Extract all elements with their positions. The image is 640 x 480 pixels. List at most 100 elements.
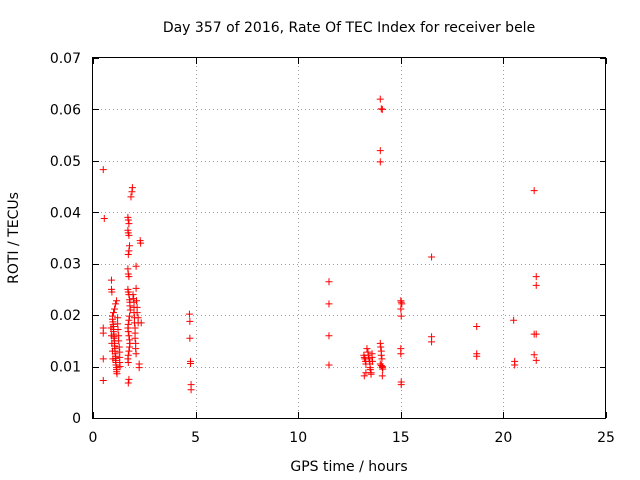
y-tick-label: 0.04 [50, 205, 81, 221]
x-tick-label: 20 [494, 430, 512, 446]
data-points [99, 95, 540, 394]
data-point [107, 332, 115, 340]
data-point [137, 319, 145, 327]
data-point [377, 105, 385, 113]
data-point [99, 376, 107, 384]
data-point [379, 365, 387, 373]
data-point [366, 366, 374, 374]
data-point [397, 305, 405, 313]
data-point [377, 351, 385, 359]
x-tick-label: 5 [191, 430, 200, 446]
data-point [133, 309, 141, 317]
data-point [378, 355, 386, 363]
data-point [128, 184, 136, 192]
plot-frame [92, 57, 606, 419]
data-point [109, 355, 117, 363]
data-point [108, 339, 116, 347]
data-point [428, 253, 436, 261]
data-point [113, 297, 121, 305]
y-tick-label: 0.05 [50, 154, 81, 170]
data-point [126, 306, 134, 314]
x-tick-label: 10 [289, 430, 307, 446]
data-point [124, 358, 132, 366]
data-point [376, 147, 384, 155]
data-point [532, 281, 540, 289]
data-point [367, 370, 375, 378]
data-point [111, 305, 119, 313]
data-point [532, 356, 540, 364]
data-point [124, 328, 132, 336]
data-point [132, 350, 140, 358]
data-point [186, 334, 194, 342]
data-point [133, 297, 141, 305]
chart-title: Day 357 of 2016, Rate Of TEC Index for r… [163, 20, 535, 36]
data-point [131, 334, 139, 342]
y-tick-label: 0.06 [50, 102, 81, 118]
data-point [124, 379, 132, 387]
data-point [125, 273, 133, 281]
data-point [125, 347, 133, 355]
x-tick-label: 0 [89, 430, 98, 446]
data-point [99, 355, 107, 363]
data-point [124, 216, 132, 224]
x-axis-label: GPS time / hours [290, 459, 407, 475]
data-point [397, 312, 405, 320]
data-point [376, 95, 384, 103]
data-point [115, 337, 123, 345]
data-point [397, 298, 405, 306]
axis-ticks: 0 5 10 15 20 25 0 0.01 0.02 0.03 0.04 0.05 0.06 0.07 [50, 51, 615, 446]
data-point [360, 353, 368, 361]
data-point [127, 193, 135, 201]
data-point [125, 375, 133, 383]
data-point [125, 220, 133, 228]
data-point [473, 352, 481, 360]
data-point [99, 329, 107, 337]
data-point [114, 326, 122, 334]
grid-lines [93, 58, 606, 418]
data-point [186, 359, 194, 367]
data-point [532, 330, 540, 338]
data-point [125, 316, 133, 324]
data-point [137, 239, 145, 247]
y-tick-label: 0.01 [50, 360, 81, 376]
data-point [186, 317, 194, 325]
data-point [108, 347, 116, 355]
data-point [325, 361, 333, 369]
data-point [428, 338, 436, 346]
data-point [126, 312, 134, 320]
data-point [132, 284, 140, 292]
data-point [110, 309, 118, 317]
data-point [510, 316, 518, 324]
data-point [135, 364, 143, 372]
data-point [397, 350, 405, 358]
data-point [363, 345, 371, 353]
data-point [378, 105, 386, 113]
data-point [116, 363, 124, 371]
data-point [368, 357, 376, 365]
data-point [124, 250, 132, 258]
data-point [187, 386, 195, 394]
data-point [360, 372, 368, 380]
data-point [325, 332, 333, 340]
data-point [473, 322, 481, 330]
data-point [99, 166, 107, 174]
data-point [325, 300, 333, 308]
y-tick-label: 0.03 [50, 257, 81, 273]
y-axis-label: ROTI / TECUs [6, 192, 22, 284]
data-point [129, 291, 137, 299]
x-tick-label: 25 [597, 430, 615, 446]
data-point [325, 278, 333, 286]
data-point [185, 310, 193, 318]
y-tick-label: 0.07 [50, 51, 81, 67]
data-point [511, 361, 519, 369]
data-point [126, 343, 134, 351]
data-point [364, 351, 372, 359]
data-point [100, 214, 108, 222]
x-tick-label: 15 [392, 430, 410, 446]
data-point [532, 273, 540, 281]
data-point [530, 187, 538, 195]
y-tick-label: 0 [72, 411, 81, 427]
data-point [114, 314, 122, 322]
data-point [125, 332, 133, 340]
